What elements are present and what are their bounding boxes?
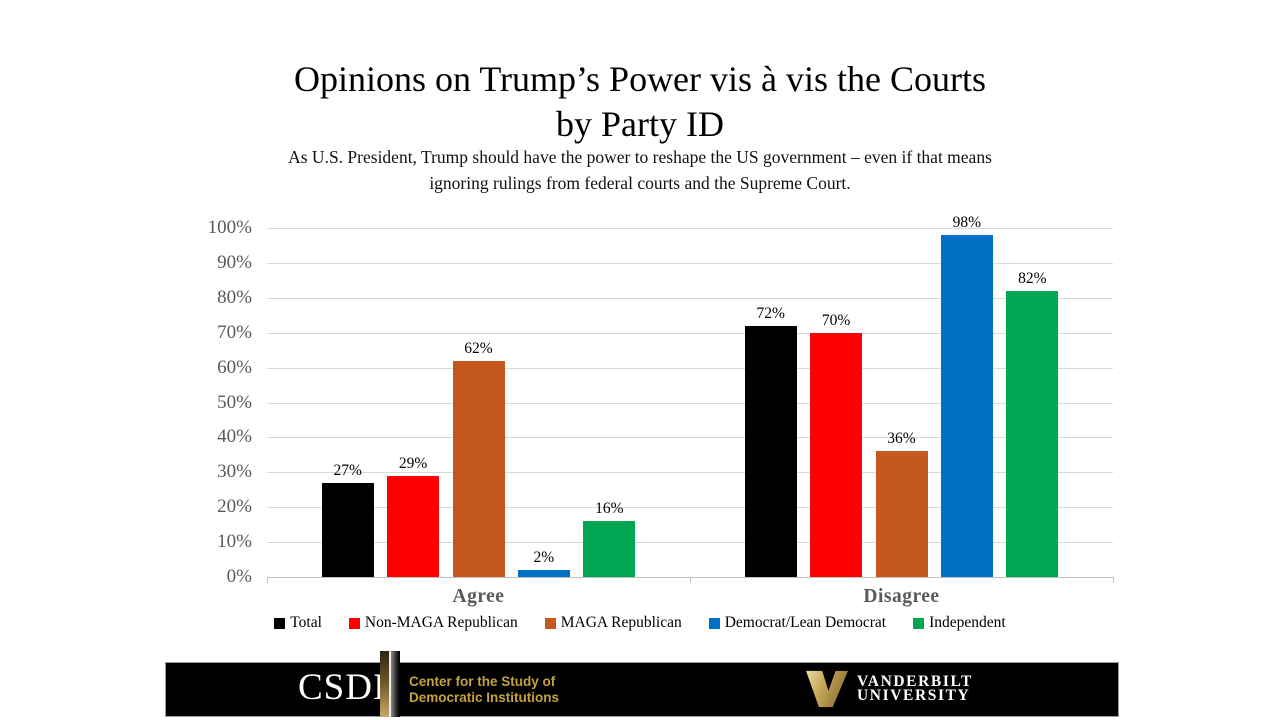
bar [744, 325, 797, 577]
legend-item: MAGA Republican [544, 613, 682, 633]
vanderbilt-logo: VANDERBILT UNIVERSITY [806, 670, 973, 708]
bar [517, 570, 570, 577]
footer-banner: CSDI Center for the Study of Democratic … [165, 651, 1119, 717]
bar [810, 332, 863, 577]
gridline [267, 297, 1113, 299]
legend-label: Non-MAGA Republican [364, 614, 518, 631]
y-axis-tick-label: 90% [217, 251, 252, 273]
bar-value-label: 82% [1018, 269, 1047, 287]
csdi-logo: CSDI [298, 667, 387, 708]
legend-label: Democrat/Lean Democrat [724, 614, 887, 631]
bar-value-label: 27% [333, 461, 362, 479]
bar [583, 521, 636, 577]
legend-label: MAGA Republican [560, 614, 682, 631]
bar [321, 482, 374, 577]
chart-subtitle-line-2: ignoring rulings from federal courts and… [429, 173, 851, 193]
csdi-center-name-line-1: Center for the Study of [409, 674, 556, 689]
y-axis-tick-label: 30% [217, 461, 252, 483]
vanderbilt-v-icon [806, 670, 848, 708]
legend-item: Total [274, 613, 322, 633]
y-axis-tick-label: 50% [217, 391, 252, 413]
csdi-divider-light-stripe [389, 651, 391, 717]
legend-item: Non-MAGA Republican [348, 613, 518, 633]
bar [875, 451, 928, 577]
legend-swatch-icon [544, 617, 556, 629]
bar-value-label: 36% [887, 430, 916, 448]
y-axis-tick-label: 20% [217, 496, 252, 518]
x-axis-category-label: Agree [452, 586, 505, 607]
bar [940, 234, 993, 577]
y-axis-tick-label: 40% [217, 426, 252, 448]
bar-value-label: 62% [464, 339, 493, 357]
legend-swatch-icon [274, 617, 286, 629]
bar-value-label: 16% [595, 500, 624, 518]
gridline [267, 262, 1113, 264]
gridline [267, 542, 1113, 544]
bar [387, 475, 440, 577]
bar-value-label: 98% [952, 213, 982, 231]
gridline [267, 332, 1113, 334]
legend-swatch-icon [348, 617, 360, 629]
y-axis-tick-label: 60% [217, 356, 252, 378]
y-axis-tick-label: 0% [226, 566, 252, 587]
gridline [267, 228, 1113, 229]
bar-value-label: 70% [821, 311, 851, 329]
legend-swatch-icon [913, 617, 925, 629]
gridline [267, 507, 1113, 509]
bar-value-label: 2% [533, 549, 555, 567]
vanderbilt-wordmark: VANDERBILT UNIVERSITY [857, 672, 973, 704]
csdi-center-name-line-2: Democratic Institutions [409, 690, 560, 705]
chart-subtitle-line-1: As U.S. President, Trump should have the… [288, 147, 992, 167]
gridline [267, 472, 1113, 474]
gridline [267, 367, 1113, 369]
vanderbilt-wordmark-line-1: VANDERBILT [857, 672, 973, 690]
page-title: Opinions on Trump’s Power vis à vis the … [0, 57, 1280, 147]
x-axis-tick [1113, 577, 1114, 583]
legend-label: Independent [929, 614, 1006, 631]
y-axis-tick-label: 70% [217, 321, 252, 343]
chart-subtitle: As U.S. President, Trump should have the… [0, 144, 1280, 196]
csdi-divider-dark-stripe [391, 651, 400, 717]
legend-item: Independent [913, 613, 1006, 633]
x-axis-category-label: Disagree [863, 586, 940, 607]
legend-swatch-icon [708, 617, 720, 629]
gridline [267, 437, 1113, 439]
page-title-line-2: by Party ID [556, 104, 724, 145]
y-axis-tick-label: 10% [217, 531, 252, 553]
x-axis-tick [267, 577, 268, 583]
chart-legend: Total Non-MAGA Republican MAGA Republican D… [0, 613, 1280, 633]
bar [1006, 290, 1059, 577]
legend-label: Total [290, 614, 322, 631]
gridline [267, 402, 1113, 404]
page-title-line-1: Opinions on Trump’s Power vis à vis the … [293, 59, 987, 100]
y-axis-tick-label: 80% [217, 286, 252, 308]
vanderbilt-wordmark-line-2: UNIVERSITY [857, 687, 971, 704]
x-axis-tick [690, 577, 691, 583]
csdi-center-name: Center for the Study of Democratic Insti… [409, 674, 559, 706]
y-axis-tick-label: 100% [207, 217, 252, 238]
legend-item: Democrat/Lean Democrat [708, 613, 887, 633]
bar-value-label: 29% [398, 454, 428, 472]
csdi-divider-gold-stripe [380, 651, 389, 717]
bar-value-label: 72% [756, 304, 785, 322]
bar [452, 360, 505, 577]
